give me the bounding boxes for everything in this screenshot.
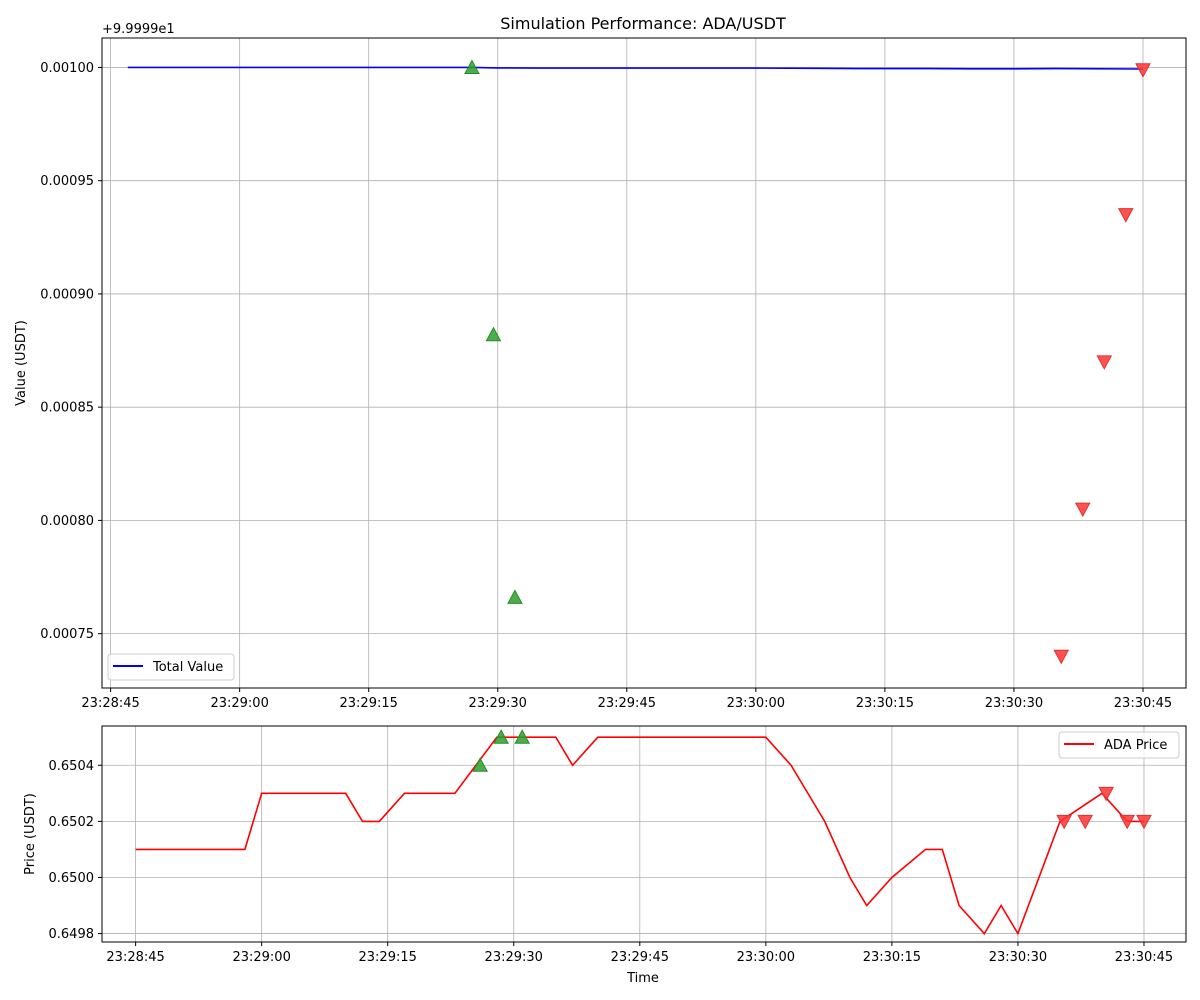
price-x-tick-label: 23:30:30 (989, 950, 1047, 965)
value-x-tick-label: 23:29:00 (210, 696, 268, 711)
price-y-tick-label: 0.6502 (49, 815, 95, 830)
value-sell-marker (1135, 63, 1151, 78)
value-y-tick-label: 0.00080 (40, 514, 94, 529)
price-grid (102, 726, 1186, 942)
value-x-tick-label: 23:30:45 (1114, 696, 1172, 711)
x-axis-label: Time (626, 971, 659, 986)
value-buy-marker (485, 326, 502, 342)
value-x-tick-label: 23:29:30 (469, 696, 527, 711)
value-axes-frame (101, 37, 1187, 689)
price-x-tick-label: 23:29:30 (485, 950, 543, 965)
price-legend-box (1058, 731, 1180, 759)
price-x-tick-label: 23:30:45 (1115, 950, 1173, 965)
value-ticks: 23:28:45 23:29:00 23:29:15 23:29:30 23:29:45… (40, 61, 1172, 711)
value-series (127, 66, 1144, 70)
price-buy-marker (472, 757, 488, 772)
value-sell-marker (1117, 208, 1134, 223)
value-x-tick-label: 23:30:30 (985, 696, 1043, 711)
value-legend: Total Value (107, 653, 235, 681)
value-sell-marker (1096, 355, 1113, 370)
value-sell-marker (1074, 502, 1091, 518)
price-x-tick-label: 23:29:15 (359, 950, 417, 965)
price-trade-markers (472, 729, 1152, 830)
price-sell-marker (1136, 814, 1152, 830)
value-x-tick-label: 23:30:15 (856, 696, 914, 711)
chart-title: Simulation Performance: ADA/USDT (500, 14, 786, 33)
value-legend-label: Total Value (152, 660, 223, 675)
value-y-tick-label: 0.00095 (40, 174, 94, 189)
value-sell-marker (1053, 649, 1070, 665)
value-y-axis-label: Value (USDT) (14, 320, 29, 406)
price-series-line (135, 736, 1144, 936)
value-legend-box (107, 653, 235, 681)
value-y-tick-label: 0.00075 (40, 627, 94, 642)
value-x-tick-label: 23:30:00 (727, 696, 785, 711)
price-x-tick-label: 23:29:45 (611, 950, 669, 965)
value-y-tick-label: 0.00085 (40, 401, 94, 416)
price-y-tick-label: 0.6500 (49, 871, 95, 886)
price-y-axis-label: Price (USDT) (23, 793, 38, 875)
value-x-tick-label: 23:29:15 (340, 696, 398, 711)
price-buy-marker (514, 729, 530, 744)
price-x-tick-label: 23:28:45 (106, 950, 164, 965)
price-sell-marker (1119, 814, 1136, 830)
value-buy-marker (507, 589, 523, 604)
price-x-tick-label: 23:30:15 (863, 950, 921, 965)
price-sell-marker (1098, 786, 1115, 802)
price-ticks: 23:28:45 23:29:00 23:29:15 23:29:30 23:29:45… (49, 759, 1174, 965)
value-buy-marker (464, 59, 480, 74)
value-grid (102, 38, 1186, 688)
value-y-tick-label: 0.00090 (40, 287, 94, 302)
value-plot-area (102, 38, 1186, 688)
price-axes-frame (101, 725, 1187, 943)
value-series-line (127, 66, 1144, 70)
price-x-tick-label: 23:30:00 (737, 950, 795, 965)
price-y-tick-label: 0.6498 (49, 927, 95, 942)
price-sell-marker (1077, 814, 1093, 830)
price-plot-area (102, 726, 1186, 942)
price-sell-marker (1056, 814, 1072, 830)
price-legend-label: ADA Price (1104, 738, 1167, 753)
price-series (135, 736, 1144, 936)
value-y-tick-label: 0.00100 (40, 61, 94, 76)
price-legend: ADA Price (1058, 731, 1180, 759)
price-buy-marker (493, 729, 509, 744)
value-offset-text: +9.9999e1 (102, 22, 175, 37)
price-x-tick-label: 23:29:00 (232, 950, 290, 965)
value-trade-markers (464, 59, 1151, 665)
price-panel: 23:28:45 23:29:00 23:29:15 23:29:30 23:29:45… (23, 725, 1187, 965)
value-panel: 23:28:45 23:29:00 23:29:15 23:29:30 23:29:45… (14, 22, 1187, 711)
price-y-tick-label: 0.6504 (49, 759, 95, 774)
value-x-tick-label: 23:28:45 (81, 696, 139, 711)
value-x-tick-label: 23:29:45 (598, 696, 656, 711)
